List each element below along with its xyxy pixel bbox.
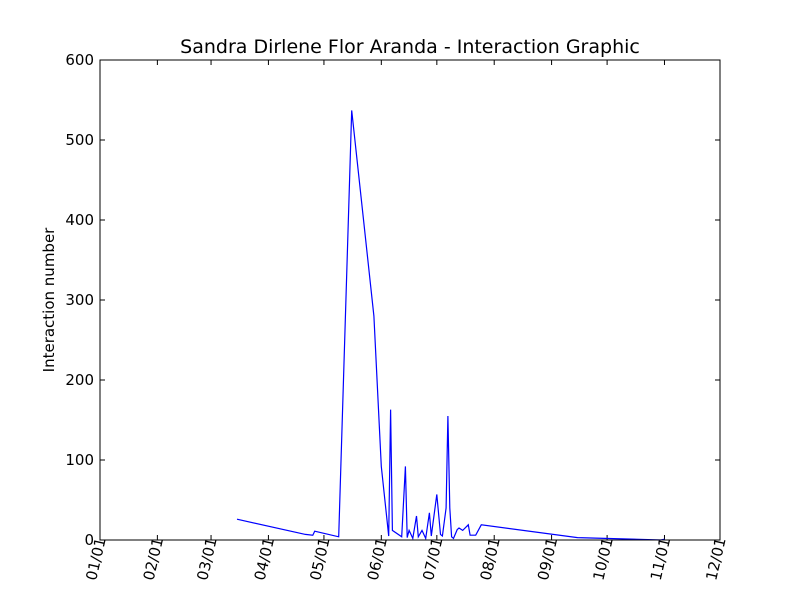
y-tick-label: 500 bbox=[65, 131, 94, 149]
y-tick-label: 200 bbox=[65, 371, 94, 389]
y-tick-label: 300 bbox=[65, 291, 94, 309]
y-tick: 100 bbox=[65, 451, 720, 469]
y-tick-label: 600 bbox=[65, 51, 94, 69]
y-tick-label: 0 bbox=[84, 531, 94, 549]
y-tick: 200 bbox=[65, 371, 720, 389]
y-tick: 300 bbox=[65, 291, 720, 309]
plot-area bbox=[100, 60, 720, 540]
y-tick: 400 bbox=[65, 211, 720, 229]
y-tick: 500 bbox=[65, 131, 720, 149]
y-axis: 0 100 200 300 400 500 600 bbox=[65, 51, 720, 549]
y-axis-label: Interaction number bbox=[40, 227, 58, 373]
y-tick-label: 400 bbox=[65, 211, 94, 229]
series-line bbox=[236, 110, 665, 541]
chart-title: Sandra Dirlene Flor Aranda - Interaction… bbox=[180, 36, 640, 58]
y-tick-label: 100 bbox=[65, 451, 94, 469]
plot-frame bbox=[99, 59, 721, 541]
